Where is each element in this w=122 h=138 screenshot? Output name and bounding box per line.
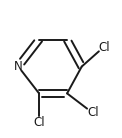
- Text: Cl: Cl: [33, 116, 45, 129]
- Text: Cl: Cl: [87, 106, 99, 119]
- Text: N: N: [14, 60, 23, 73]
- Text: Cl: Cl: [98, 41, 110, 54]
